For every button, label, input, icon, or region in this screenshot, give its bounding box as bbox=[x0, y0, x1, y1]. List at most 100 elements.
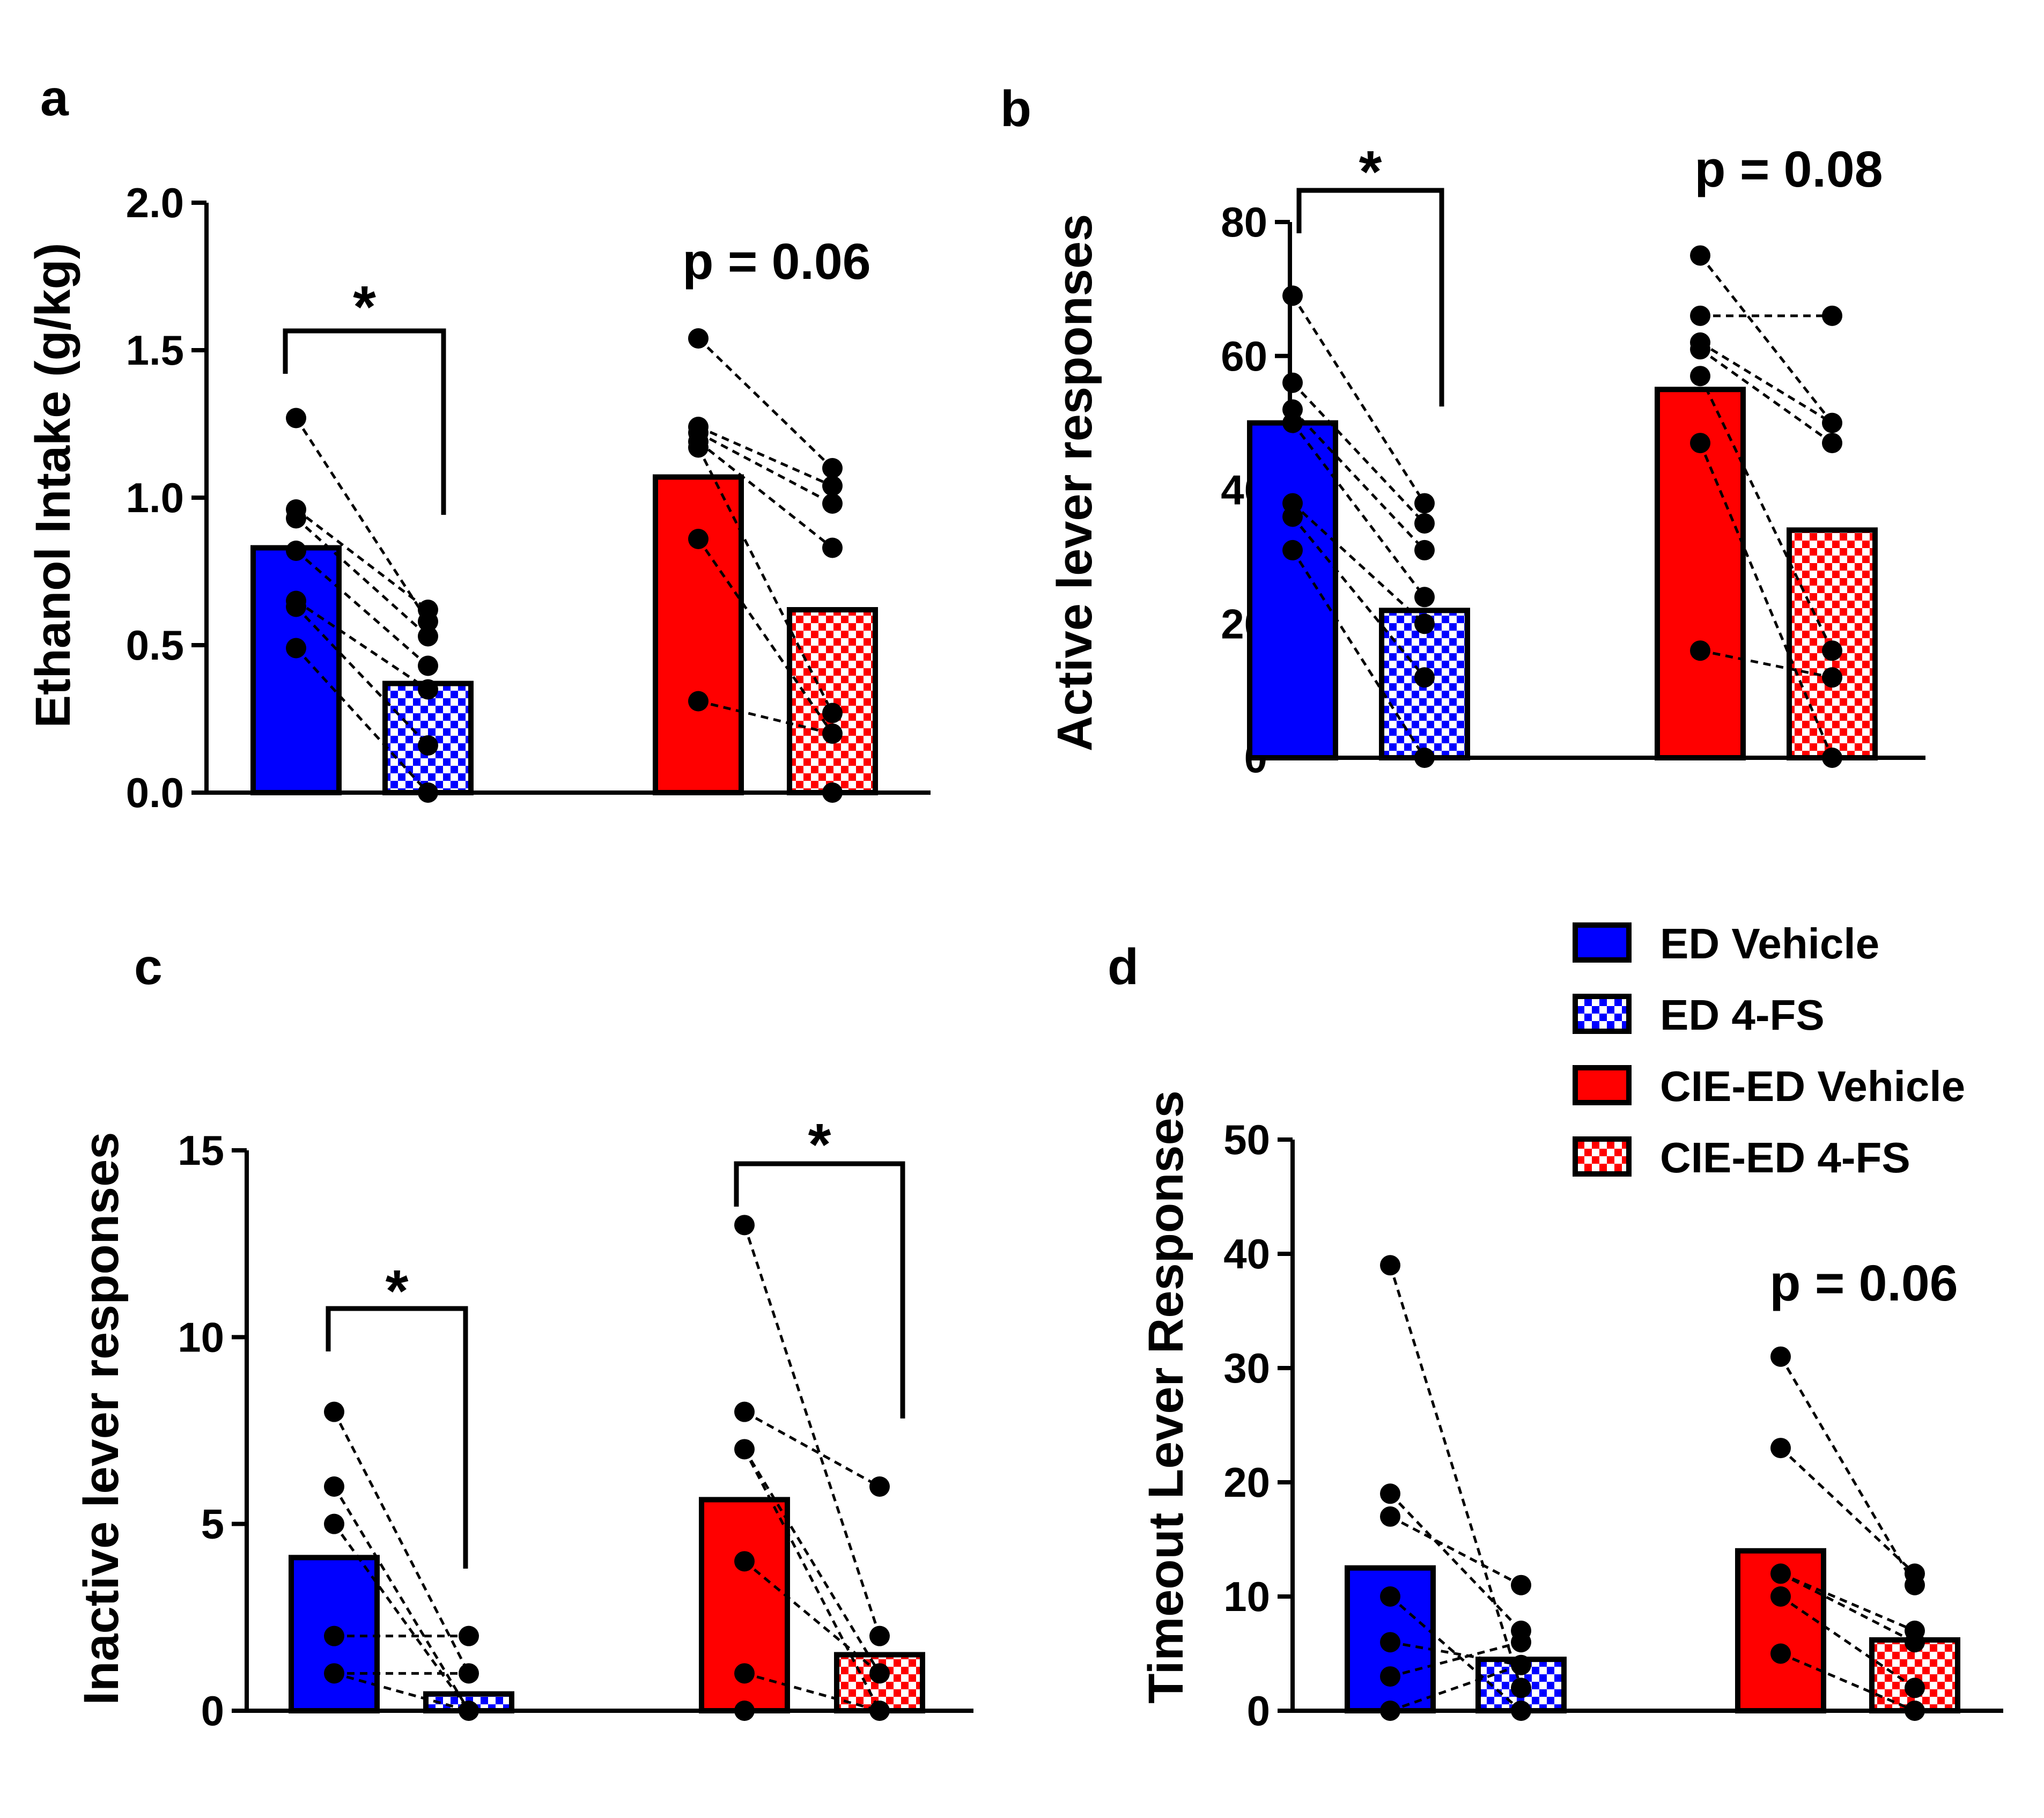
panel-a-ytick-label: 1.5 bbox=[126, 327, 184, 374]
panel-b-data-point bbox=[1414, 667, 1435, 688]
panel-b-data-point bbox=[1690, 245, 1710, 266]
panel-c: 0 5 10 15 * * bbox=[178, 1112, 973, 1734]
panel-b-data-point bbox=[1414, 614, 1435, 634]
panel-c-sig-bracket bbox=[326, 1306, 468, 1569]
panel-c-pair-line bbox=[743, 1449, 881, 1712]
panel-d-data-point bbox=[1770, 1346, 1791, 1367]
panel-b-data-point bbox=[1282, 540, 1303, 560]
panel-a-sig-star: * bbox=[353, 274, 376, 340]
panel-d-pair-line bbox=[1780, 1572, 1915, 1632]
panel-c-letter: c bbox=[134, 938, 163, 995]
panel-b-data-point bbox=[1690, 339, 1710, 360]
panel-c-pair-line bbox=[744, 1672, 880, 1712]
panel-a-sig-bracket bbox=[283, 328, 446, 515]
panel-a-letter: a bbox=[40, 70, 69, 127]
panel-d-data-point bbox=[1380, 1506, 1400, 1527]
panel-d-data-point bbox=[1905, 1701, 1925, 1721]
panel-d-data-point bbox=[1380, 1701, 1400, 1721]
panel-d-data-point bbox=[1905, 1575, 1925, 1595]
panel-d-p-value: p = 0.06 bbox=[1769, 1255, 1958, 1312]
panel-b-pair-line bbox=[1292, 422, 1426, 598]
panel-c-data-point bbox=[324, 1476, 344, 1497]
panel-a-pair-line bbox=[295, 517, 429, 638]
panel-b-data-point bbox=[1414, 513, 1435, 534]
panel-c-data-point bbox=[734, 1663, 755, 1684]
legend-item-ed-vehicle: ED Vehicle bbox=[1573, 920, 1879, 967]
panel-d-ytick-label: 10 bbox=[1223, 1573, 1270, 1620]
legend-item-ed-4fs: ED 4-FS bbox=[1573, 991, 1825, 1039]
panel-d-data-point bbox=[1380, 1666, 1400, 1687]
legend-swatch-cie-ed-4fs bbox=[1573, 1136, 1632, 1177]
legend: ED Vehicle ED 4-FS CIE-ED Vehicle CIE-ED… bbox=[1573, 920, 1965, 1181]
panel-b: 020406080*p = 0.08 bbox=[1221, 139, 1925, 781]
panel-a-bar bbox=[653, 474, 744, 795]
legend-label-cie-ed-4fs: CIE-ED 4-FS bbox=[1660, 1134, 1910, 1181]
panel-d-data-point bbox=[1770, 1438, 1791, 1459]
panel-d: 0 10 20 30 40 50 p = 0.06 bbox=[1223, 1116, 2003, 1734]
panel-c-data-point bbox=[324, 1625, 344, 1646]
panel-b-pair-line bbox=[1699, 341, 1833, 424]
panel-a-pair-line bbox=[295, 647, 429, 794]
panel-d-data-point bbox=[1380, 1586, 1400, 1607]
panel-b-data-point bbox=[1690, 433, 1710, 454]
panel-c-data-point bbox=[869, 1701, 890, 1721]
panel-c-ytick-label: 10 bbox=[178, 1313, 224, 1361]
panel-b-pair-line bbox=[1292, 408, 1426, 551]
panel-d-data-point bbox=[1905, 1677, 1925, 1698]
panel-b-data-point bbox=[1414, 587, 1435, 608]
panel-d-data-point bbox=[1905, 1632, 1925, 1653]
panel-b-sig-bracket bbox=[1296, 188, 1444, 407]
panel-a-pair-line bbox=[697, 425, 833, 487]
panel-a-data-point bbox=[688, 691, 709, 712]
panel-d-pair-line bbox=[1779, 1356, 1916, 1586]
panel-b-data-point bbox=[1414, 748, 1435, 768]
legend-swatch-ed-4fs bbox=[1573, 994, 1632, 1034]
panel-a-data-point bbox=[688, 529, 709, 549]
panel-a-data-point bbox=[286, 541, 306, 561]
panel-c-pair-line bbox=[743, 1449, 881, 1674]
panel-d-pair-line bbox=[1390, 1640, 1522, 1667]
panel-b-pair-line bbox=[1699, 254, 1833, 424]
panel-a-p-value: p = 0.06 bbox=[682, 233, 870, 290]
panel-b-data-point bbox=[1690, 640, 1710, 661]
panel-a-data-point bbox=[286, 596, 306, 617]
panel-a-data-point bbox=[418, 735, 438, 756]
panel-c-data-point bbox=[734, 1551, 755, 1572]
panel-a-data-point bbox=[822, 723, 843, 744]
panel-a-pair-line bbox=[294, 417, 430, 623]
panel-d-pair-line bbox=[1389, 1515, 1522, 1586]
panel-a-pair-line bbox=[295, 550, 429, 667]
panel-c-ytick-label: 0 bbox=[201, 1687, 224, 1734]
panel-c-ytick-label: 5 bbox=[201, 1501, 224, 1548]
panel-d-data-point bbox=[1511, 1632, 1531, 1653]
panel-b-data-point bbox=[1282, 372, 1303, 393]
panel-c-data-point bbox=[734, 1215, 755, 1236]
panel-b-data-point bbox=[1282, 412, 1303, 433]
panel-a-data-point bbox=[418, 626, 438, 647]
panel-b-ytick-label: 80 bbox=[1221, 198, 1267, 246]
panel-c-data-point bbox=[734, 1401, 755, 1422]
legend-label-ed-4fs: ED 4-FS bbox=[1660, 991, 1825, 1039]
panel-b-data-point bbox=[1822, 305, 1842, 326]
panel-a-data-point bbox=[688, 328, 709, 349]
panel-c-data-point bbox=[324, 1513, 344, 1534]
panel-b-pair-line bbox=[1699, 348, 1833, 445]
panel-c-pair-line bbox=[333, 1411, 470, 1674]
panel-d-pair-line bbox=[1780, 1447, 1916, 1575]
panel-a-data-point bbox=[822, 476, 843, 496]
panel-b-pair-line bbox=[1291, 549, 1426, 759]
panel-d-pair-line bbox=[1389, 1595, 1522, 1712]
panel-d-ytick-label: 0 bbox=[1247, 1687, 1270, 1734]
panel-b-data-point bbox=[1414, 493, 1435, 514]
panel-b-data-point bbox=[1822, 748, 1842, 768]
panel-a-data-point bbox=[822, 537, 843, 558]
panel-d-data-point bbox=[1380, 1632, 1400, 1653]
panel-a-data-point bbox=[286, 508, 306, 529]
legend-swatch-cie-ed-vehicle bbox=[1573, 1065, 1632, 1105]
panel-c-data-point bbox=[869, 1476, 890, 1497]
panel-a-pair-line bbox=[697, 337, 833, 469]
panel-b-data-point bbox=[1282, 285, 1303, 306]
panel-a-pair-line bbox=[698, 700, 833, 735]
panel-a-ytick-label: 1.0 bbox=[126, 474, 184, 521]
